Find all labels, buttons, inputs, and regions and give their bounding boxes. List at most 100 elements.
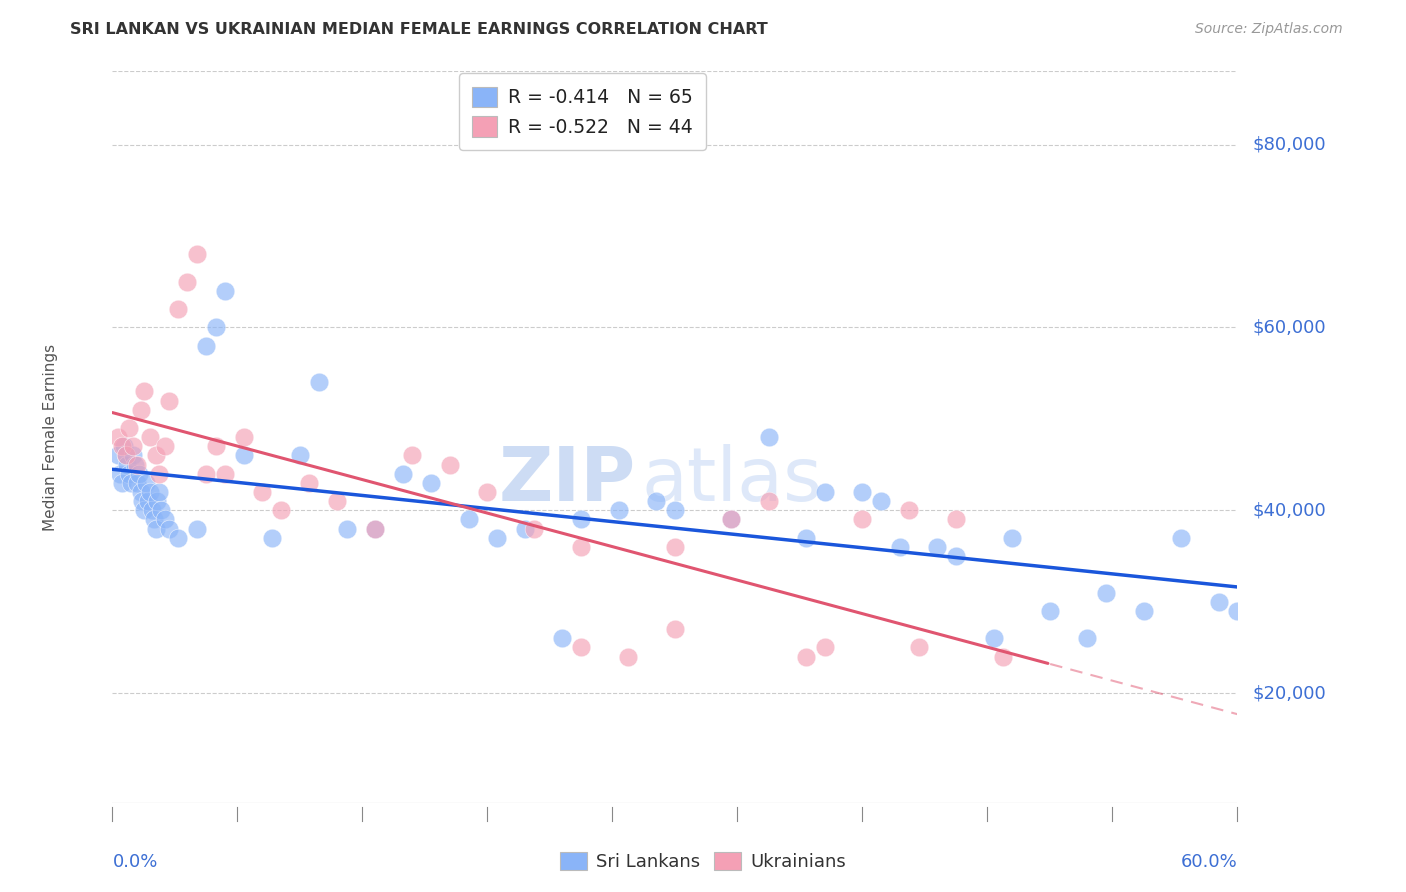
- Point: [1132, 604, 1154, 618]
- Text: $60,000: $60,000: [1253, 318, 1326, 336]
- Point: [364, 521, 387, 535]
- Point: [195, 338, 218, 352]
- Point: [145, 448, 167, 462]
- Point: [186, 247, 208, 261]
- Point: [214, 467, 236, 481]
- Text: ZIP: ZIP: [498, 444, 636, 517]
- Point: [112, 439, 135, 453]
- Point: [336, 521, 359, 535]
- Point: [617, 649, 640, 664]
- Point: [107, 448, 129, 462]
- Point: [569, 640, 592, 655]
- Point: [157, 521, 180, 535]
- Point: [150, 503, 173, 517]
- Point: [477, 485, 499, 500]
- Point: [111, 475, 134, 490]
- Point: [607, 503, 630, 517]
- Point: [204, 320, 226, 334]
- Point: [153, 439, 176, 453]
- Point: [308, 375, 330, 389]
- Point: [136, 494, 159, 508]
- Point: [439, 458, 461, 472]
- Point: [991, 649, 1014, 664]
- Text: atlas: atlas: [641, 444, 823, 517]
- Point: [457, 512, 479, 526]
- Point: [131, 494, 153, 508]
- Point: [118, 467, 141, 481]
- Point: [214, 284, 236, 298]
- Point: [195, 467, 218, 481]
- Point: [176, 275, 198, 289]
- Point: [145, 521, 167, 535]
- Point: [141, 503, 163, 517]
- Text: 60.0%: 60.0%: [1181, 853, 1237, 871]
- Point: [758, 494, 780, 508]
- Point: [945, 549, 967, 563]
- Point: [758, 430, 780, 444]
- Point: [794, 531, 817, 545]
- Point: [1095, 585, 1118, 599]
- Point: [720, 512, 742, 526]
- Point: [1001, 531, 1024, 545]
- Point: [120, 475, 142, 490]
- Point: [128, 467, 150, 481]
- Point: [108, 467, 131, 481]
- Point: [204, 439, 226, 453]
- Point: [186, 521, 208, 535]
- Point: [551, 632, 574, 646]
- Point: [122, 448, 145, 462]
- Point: [485, 531, 508, 545]
- Point: [364, 521, 387, 535]
- Point: [523, 521, 546, 535]
- Point: [420, 475, 443, 490]
- Point: [135, 475, 157, 490]
- Text: $40,000: $40,000: [1253, 501, 1326, 519]
- Point: [1076, 632, 1098, 646]
- Point: [270, 503, 292, 517]
- Point: [927, 540, 949, 554]
- Point: [107, 430, 129, 444]
- Point: [146, 494, 169, 508]
- Point: [148, 485, 170, 500]
- Point: [134, 384, 156, 399]
- Point: [125, 475, 148, 490]
- Point: [129, 402, 152, 417]
- Text: SRI LANKAN VS UKRAINIAN MEDIAN FEMALE EARNINGS CORRELATION CHART: SRI LANKAN VS UKRAINIAN MEDIAN FEMALE EA…: [70, 22, 768, 37]
- Text: Source: ZipAtlas.com: Source: ZipAtlas.com: [1195, 22, 1343, 37]
- Point: [1208, 594, 1230, 608]
- Point: [720, 512, 742, 526]
- Point: [814, 640, 837, 655]
- Text: $80,000: $80,000: [1253, 136, 1326, 153]
- Point: [157, 393, 180, 408]
- Point: [114, 448, 136, 462]
- Text: 0.0%: 0.0%: [112, 853, 157, 871]
- Point: [252, 485, 274, 500]
- Point: [664, 503, 686, 517]
- Point: [142, 512, 165, 526]
- Point: [148, 467, 170, 481]
- Point: [125, 458, 148, 472]
- Point: [851, 485, 873, 500]
- Point: [326, 494, 349, 508]
- Point: [114, 448, 136, 462]
- Point: [945, 512, 967, 526]
- Point: [139, 485, 162, 500]
- Point: [983, 632, 1005, 646]
- Point: [153, 512, 176, 526]
- Point: [1039, 814, 1062, 828]
- Point: [569, 540, 592, 554]
- Text: Median Female Earnings: Median Female Earnings: [44, 343, 58, 531]
- Point: [1170, 531, 1192, 545]
- Point: [907, 640, 929, 655]
- Point: [814, 485, 837, 500]
- Point: [232, 430, 254, 444]
- Point: [288, 448, 311, 462]
- Point: [134, 503, 156, 517]
- Point: [167, 301, 190, 317]
- Point: [569, 512, 592, 526]
- Point: [232, 448, 254, 462]
- Legend: Sri Lankans, Ukrainians: Sri Lankans, Ukrainians: [553, 845, 853, 879]
- Text: $20,000: $20,000: [1253, 684, 1326, 702]
- Point: [851, 512, 873, 526]
- Point: [898, 503, 921, 517]
